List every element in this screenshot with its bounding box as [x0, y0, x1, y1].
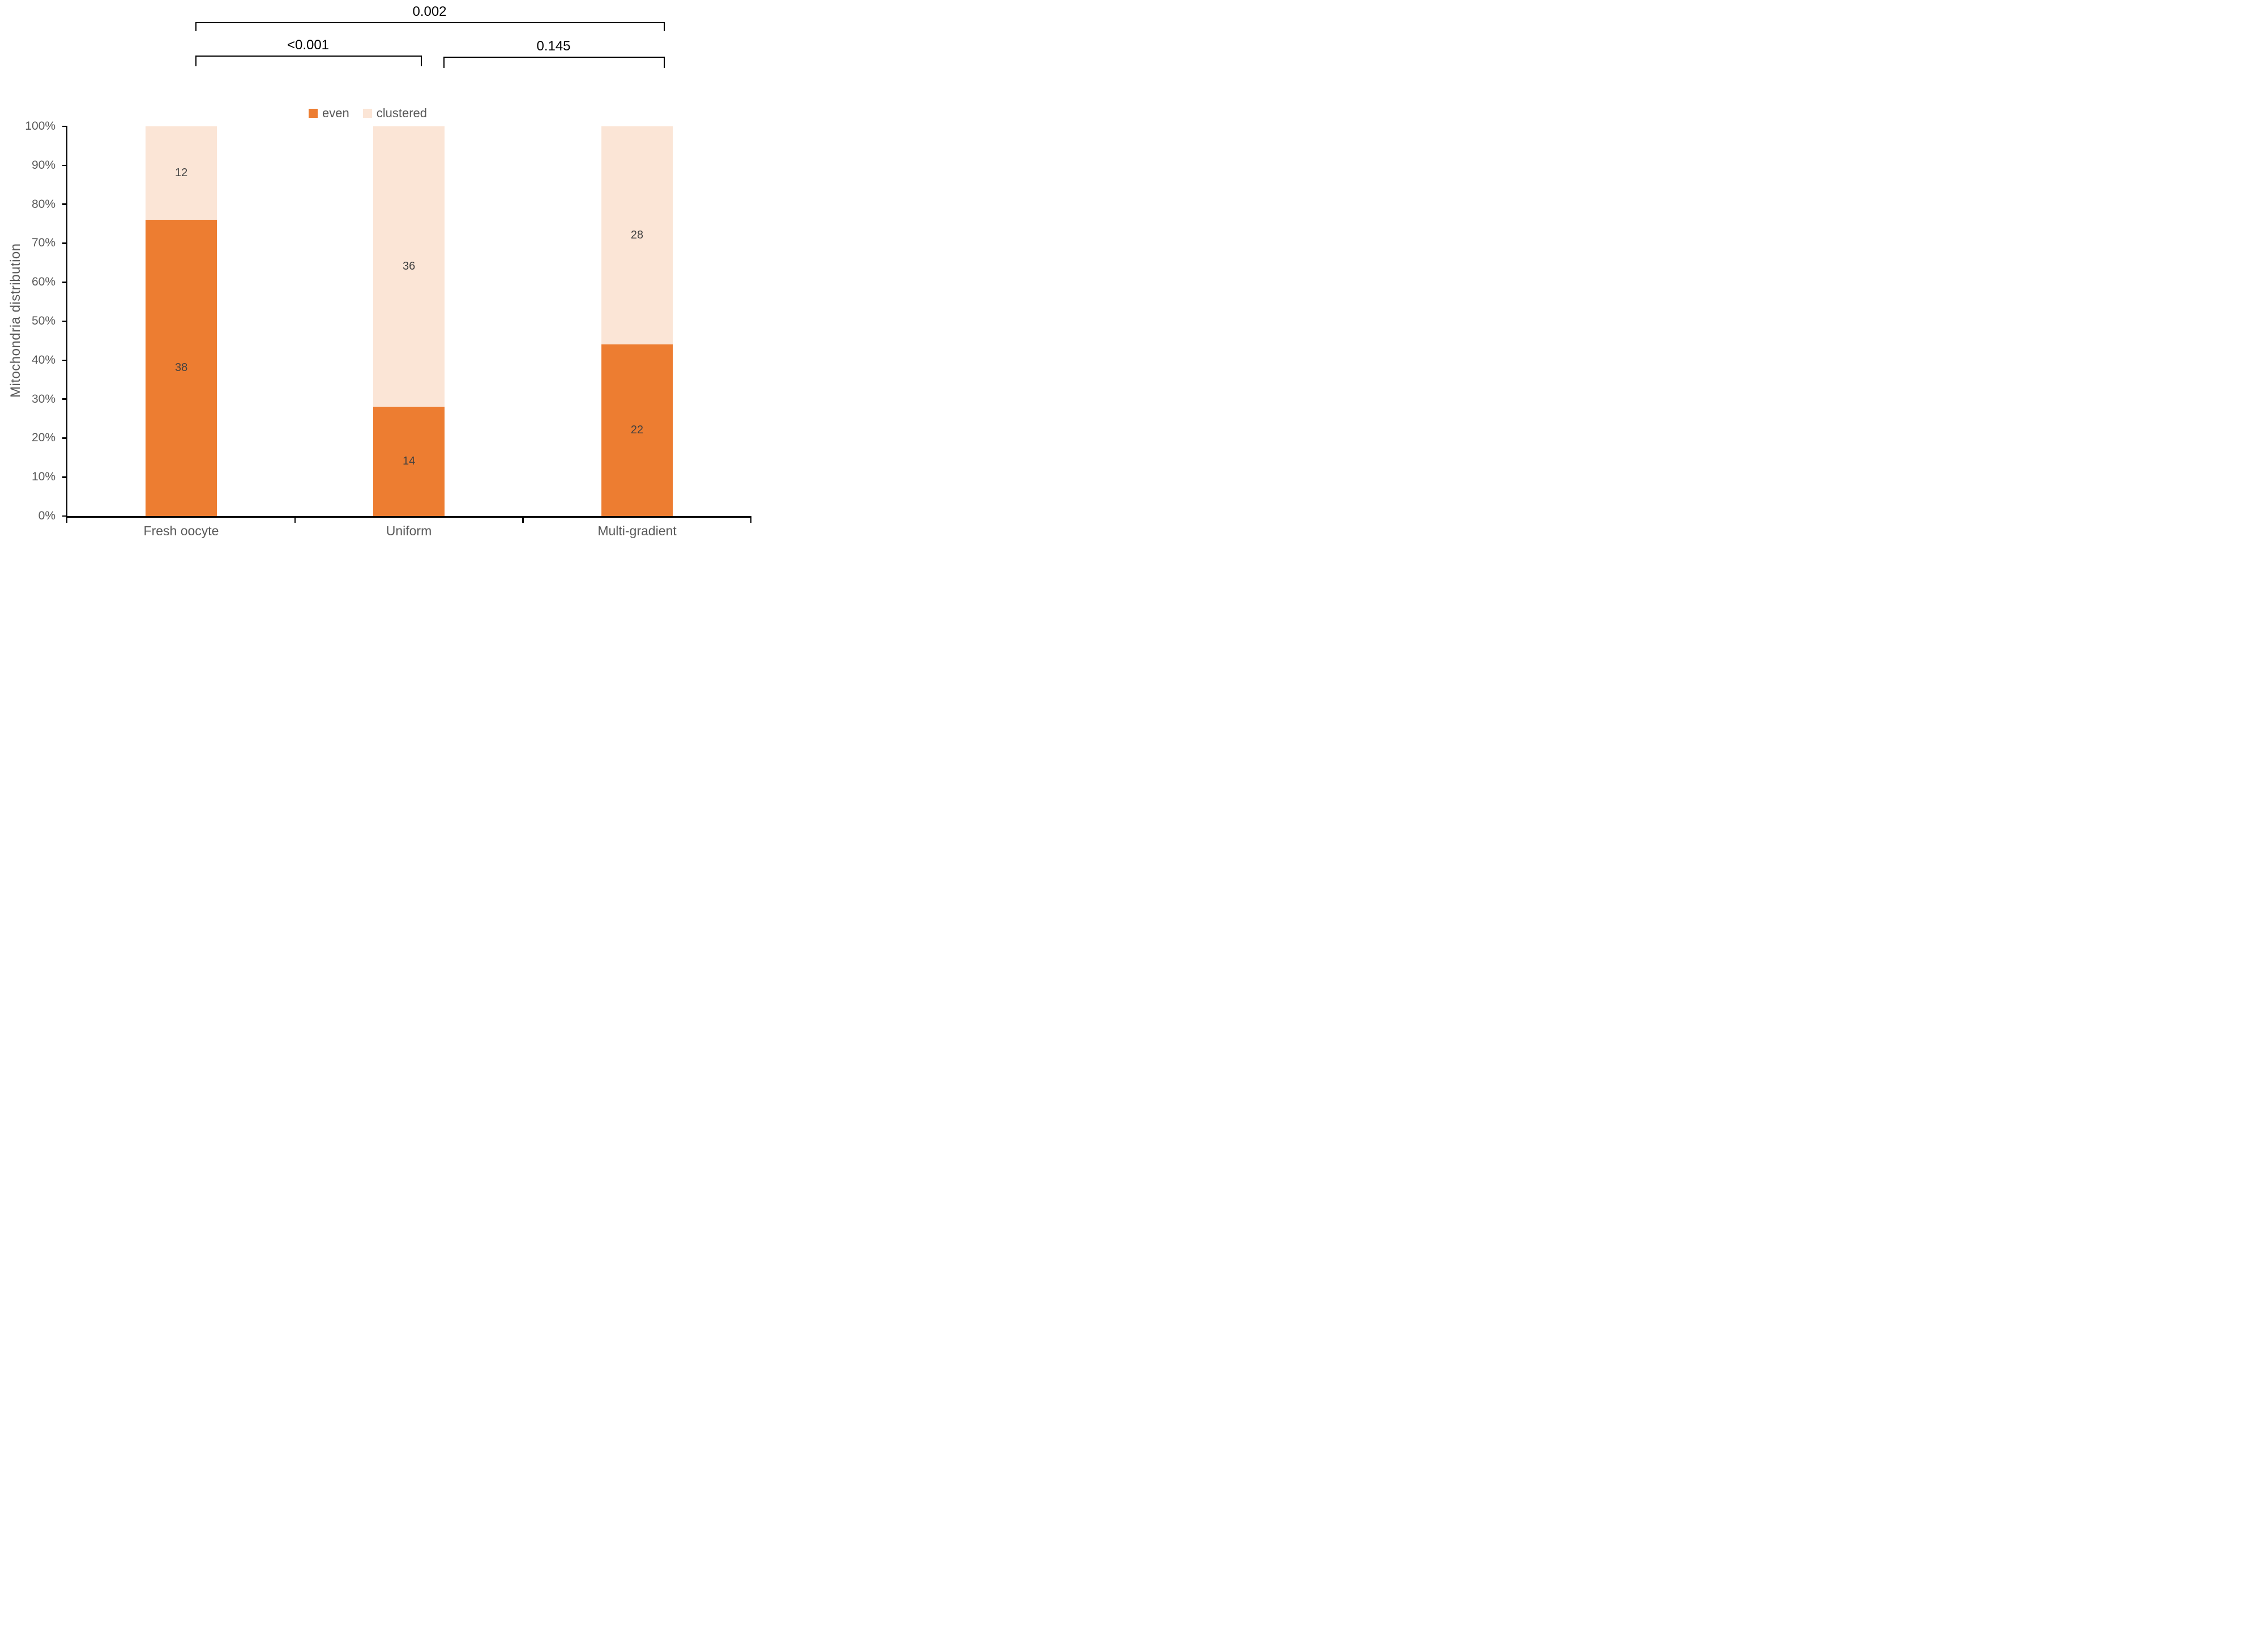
stacked-bar-chart: 0.002 <0.001 0.145 even clustered Mitoch…: [0, 0, 756, 543]
legend: even clustered: [309, 106, 427, 120]
y-tick-mark: [62, 164, 67, 167]
x-tick-mark: [66, 516, 68, 523]
p-value-uniform-vs-multigradient: 0.145: [536, 39, 571, 54]
legend-swatch-even: [309, 109, 318, 118]
x-tick-mark: [522, 516, 524, 523]
y-tick-mark: [62, 242, 67, 244]
data-label-multi-gradient-clustered: 28: [630, 228, 643, 241]
bar-fresh-oocyte: 12 38: [146, 126, 217, 517]
p-value-fresh-vs-uniform: <0.001: [287, 37, 330, 53]
data-label-fresh-oocyte-clustered: 12: [175, 166, 188, 179]
y-tick-label-20: 20%: [31, 431, 55, 444]
bar-multi-gradient: 28 22: [601, 126, 673, 517]
segment-fresh-oocyte-even: 38: [146, 219, 217, 516]
y-tick-label-30: 30%: [31, 393, 55, 406]
y-tick-mark: [62, 125, 67, 127]
significance-bracket-uniform-vs-multigradient: [443, 56, 665, 68]
y-tick-mark: [62, 398, 67, 400]
y-tick-label-70: 70%: [31, 236, 55, 249]
y-tick-mark: [62, 515, 67, 517]
y-tick-label-60: 60%: [31, 275, 55, 288]
legend-label-even: even: [322, 106, 349, 120]
p-value-overall: 0.002: [412, 4, 447, 19]
y-tick-label-90: 90%: [31, 159, 55, 172]
data-label-multi-gradient-even: 22: [630, 424, 643, 437]
y-tick-label-40: 40%: [31, 353, 55, 366]
y-tick-mark: [62, 203, 67, 205]
x-axis-line: [66, 516, 751, 518]
data-label-fresh-oocyte-even: 38: [175, 361, 188, 374]
y-tick-mark: [62, 476, 67, 478]
legend-label-clustered: clustered: [376, 106, 427, 120]
y-tick-mark: [62, 320, 67, 322]
y-tick-mark: [62, 437, 67, 439]
y-tick-label-10: 10%: [31, 470, 55, 483]
category-label-multi-gradient: Multi-gradient: [597, 523, 677, 538]
x-tick-mark: [750, 516, 751, 523]
y-tick-label-80: 80%: [31, 198, 55, 211]
x-tick-mark: [294, 516, 296, 523]
significance-bracket-overall: [195, 22, 665, 31]
segment-uniform-even: 14: [373, 407, 445, 516]
bar-uniform: 36 14: [373, 126, 445, 517]
category-label-fresh-oocyte: Fresh oocyte: [143, 523, 219, 538]
data-label-uniform-clustered: 36: [403, 259, 416, 272]
significance-bracket-fresh-vs-uniform: [195, 55, 422, 66]
legend-swatch-clustered: [362, 109, 372, 118]
y-tick-mark: [62, 359, 67, 361]
segment-multi-gradient-clustered: 28: [601, 126, 673, 345]
y-axis-line: [66, 126, 68, 518]
y-tick-label-100: 100%: [25, 120, 55, 133]
y-tick-mark: [62, 282, 67, 283]
data-label-uniform-even: 14: [403, 455, 416, 468]
category-label-uniform: Uniform: [386, 523, 432, 538]
segment-fresh-oocyte-clustered: 12: [146, 126, 217, 220]
y-tick-label-0: 0%: [38, 509, 55, 522]
y-tick-label-50: 50%: [31, 314, 55, 327]
segment-multi-gradient-even: 22: [601, 344, 673, 516]
segment-uniform-clustered: 36: [373, 126, 445, 407]
